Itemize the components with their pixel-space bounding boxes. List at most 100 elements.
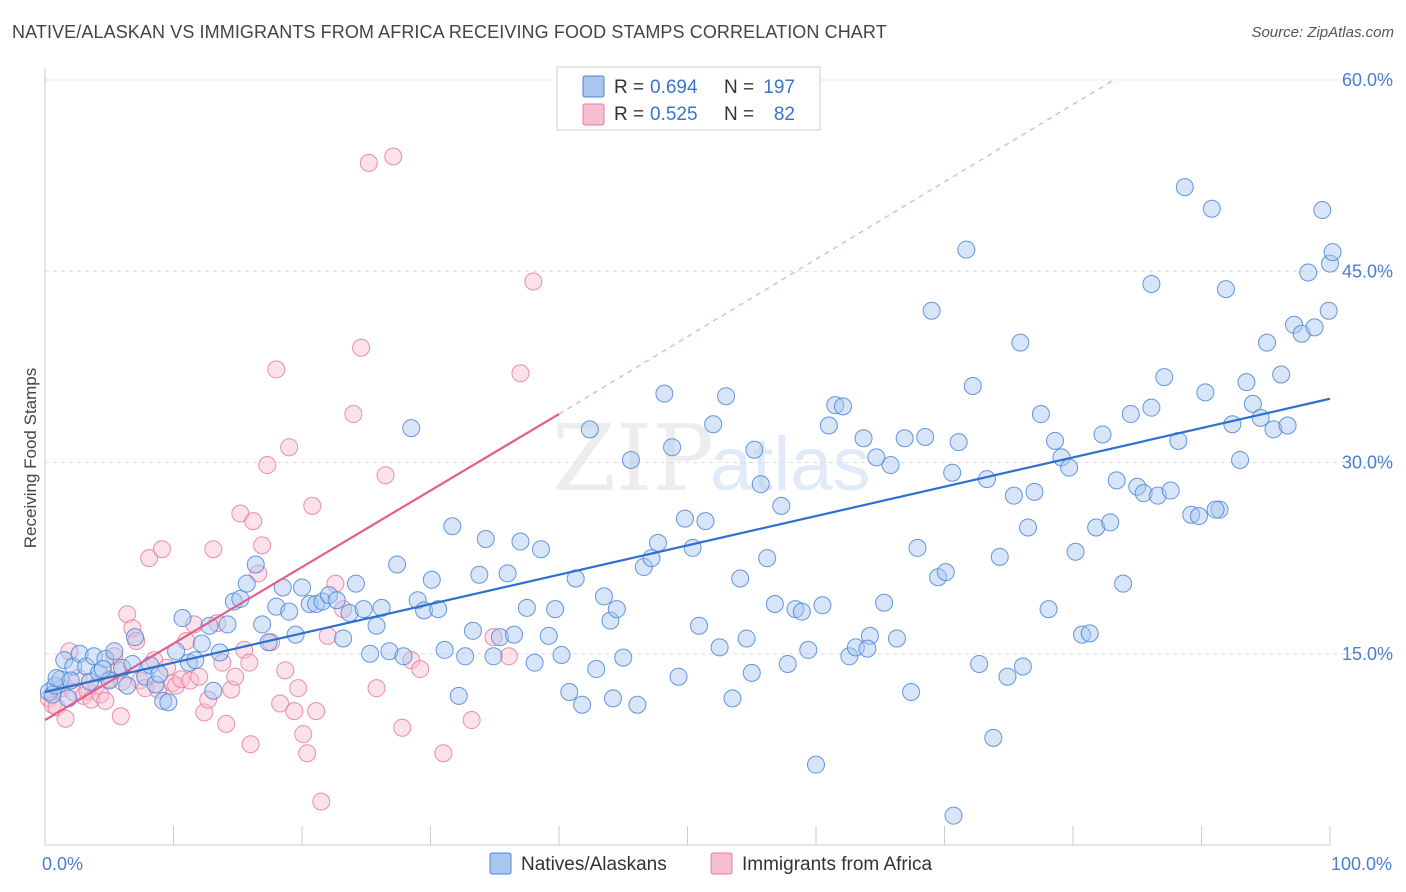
immigrants-point-65 [344, 405, 363, 424]
natives-point-106 [731, 569, 750, 588]
natives-point-40 [280, 602, 299, 621]
natives-point-75 [517, 598, 536, 617]
natives-point-58 [402, 419, 421, 438]
y-axis-title: Receiving Food Stamps [21, 368, 40, 548]
natives-point-177 [1216, 280, 1235, 299]
natives-point-83 [573, 695, 592, 714]
immigrants-point-37 [204, 540, 223, 559]
natives-point-176 [1210, 500, 1229, 519]
natives-point-180 [1237, 373, 1256, 392]
legend-r-value-2: 0.525 [650, 104, 698, 125]
natives-point-64 [443, 517, 462, 536]
natives-point-164 [1128, 477, 1147, 496]
natives-point-123 [846, 638, 865, 657]
bottom-legend-label-1: Natives/Alaskans [521, 854, 667, 875]
y-tick-label-2: 45.0% [1342, 261, 1393, 281]
natives-point-143 [984, 728, 1003, 747]
legend-r-value-1: 0.694 [650, 77, 698, 98]
immigrants-point-60 [307, 702, 326, 721]
natives-point-131 [902, 683, 921, 701]
immigrants-point-58 [298, 744, 317, 763]
natives-point-133 [916, 428, 935, 446]
natives-point-85 [587, 660, 606, 679]
natives-point-132 [908, 538, 927, 557]
natives-point-178 [1223, 415, 1242, 434]
natives-point-72 [498, 564, 517, 583]
natives-point-157 [1080, 624, 1099, 643]
natives-point-205 [858, 639, 877, 658]
legend: R = 0.694 N = 197 R = 0.525 N = 82 [556, 66, 821, 131]
natives-point-90 [621, 450, 640, 469]
axes [44, 68, 1331, 846]
legend-swatch-blue [582, 75, 605, 98]
natives-point-155 [1066, 542, 1085, 561]
natives-point-36 [253, 615, 272, 634]
natives-point-81 [560, 683, 579, 701]
natives-point-136 [936, 563, 955, 582]
natives-point-14 [105, 642, 124, 661]
natives-point-67 [463, 621, 482, 640]
natives-point-139 [957, 240, 976, 259]
natives-point-48 [334, 629, 353, 648]
natives-point-80 [552, 646, 571, 665]
natives-point-78 [539, 626, 558, 645]
natives-point-172 [1182, 505, 1201, 524]
natives-point-50 [346, 574, 365, 593]
natives-point-113 [778, 654, 797, 673]
natives-point-89 [614, 648, 633, 667]
natives-point-189 [1299, 263, 1318, 282]
watermark: ZIP atlas [552, 405, 871, 512]
natives-point-183 [1258, 333, 1277, 352]
natives-point-54 [372, 598, 391, 617]
natives-point-175 [1202, 199, 1221, 218]
natives-point-173 [1189, 507, 1208, 526]
immigrants-point-81 [111, 707, 130, 726]
natives-point-169 [1161, 481, 1180, 500]
natives-point-152 [1046, 431, 1065, 450]
immigrants-point-67 [359, 153, 378, 172]
natives-point-194 [1323, 243, 1342, 262]
immigrants-point-56 [289, 679, 308, 698]
natives-point-145 [998, 667, 1017, 686]
natives-point-201 [944, 806, 963, 825]
natives-point-190 [1305, 318, 1324, 337]
natives-point-4 [55, 651, 74, 670]
trend-lines [558, 80, 1112, 415]
natives-point-68 [470, 565, 489, 584]
natives-point-141 [970, 654, 989, 673]
natives-point-161 [1107, 471, 1126, 490]
x-tick-min: 0.0% [42, 854, 83, 874]
natives-point-27 [192, 634, 211, 653]
natives-point-77 [532, 540, 551, 559]
y-tick-labels: 15.0% 30.0% 45.0% 60.0% [1342, 70, 1393, 664]
immigrants-point-70 [384, 147, 403, 166]
natives-point-66 [456, 647, 475, 666]
natives-point-55 [380, 642, 399, 661]
immigrants-point-39 [213, 653, 232, 672]
natives-point-96 [663, 438, 682, 457]
natives-point-195 [47, 668, 66, 687]
y-tick-label-3: 60.0% [1342, 70, 1393, 90]
immigrants-point-48 [253, 536, 272, 555]
trend-line-immigrants-dashed [558, 80, 1112, 415]
natives-point-129 [887, 629, 906, 648]
natives-point-34 [237, 574, 256, 593]
immigrants-point-75 [462, 711, 481, 730]
natives-point-146 [1004, 486, 1023, 505]
natives-point-130 [895, 429, 914, 448]
natives-point-203 [1142, 275, 1161, 293]
legend-n-value-2: 82 [774, 104, 795, 125]
natives-point-47 [327, 591, 346, 610]
x-tick-max: 100.0% [1331, 854, 1392, 874]
natives-point-165 [1134, 484, 1153, 503]
natives-point-166 [1142, 398, 1161, 417]
natives-point-95 [655, 384, 674, 403]
natives-point-206 [1206, 500, 1225, 519]
natives-point-98 [675, 509, 694, 528]
bottom-legend-swatch-pink [710, 852, 733, 875]
legend-n-value-1: 197 [763, 77, 795, 98]
natives-point-158 [1087, 518, 1106, 537]
immigrants-point-77 [499, 647, 518, 666]
natives-point-119 [819, 416, 838, 435]
